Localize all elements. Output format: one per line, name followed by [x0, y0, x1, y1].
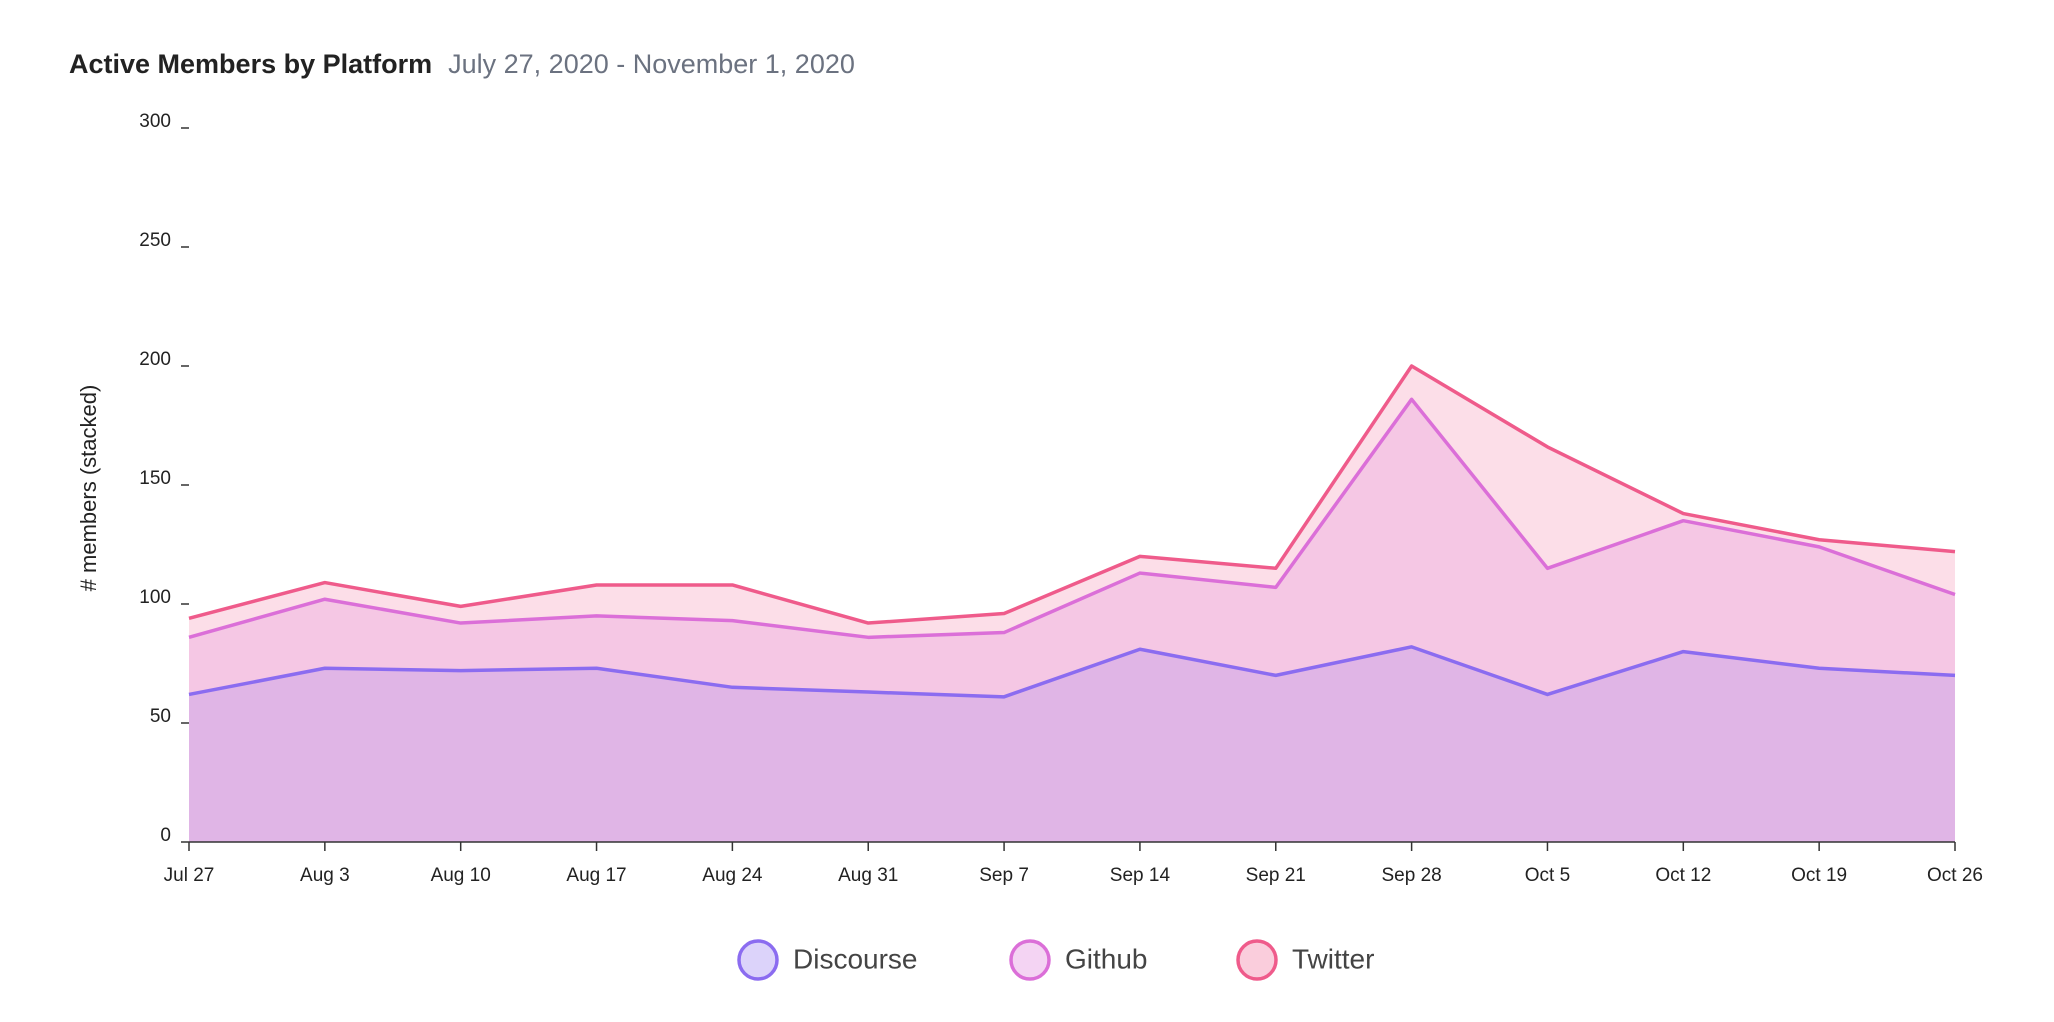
legend-swatch — [1009, 939, 1051, 981]
series-line — [188, 645, 1956, 699]
x-tick-label: Oct 5 — [1525, 865, 1570, 886]
y-tick-label: 50 — [150, 706, 171, 727]
y-tick-label: 200 — [139, 349, 171, 370]
x-tick-label: Sep 14 — [1110, 865, 1171, 886]
area-fill — [189, 646, 1955, 842]
series-line — [188, 397, 1956, 640]
y-axis-label: # members (stacked) — [76, 385, 101, 592]
chart-subtitle: July 27, 2020 - November 1, 2020 — [448, 49, 855, 79]
y-tick-label: 150 — [139, 468, 171, 489]
x-tick-label: Aug 17 — [566, 865, 626, 886]
x-tick-label: Sep 21 — [1246, 865, 1306, 886]
y-tick-label: 100 — [139, 587, 171, 608]
x-tick-label: Aug 24 — [702, 865, 763, 886]
legend-label: Discourse — [793, 943, 917, 974]
chart-title: Active Members by Platform — [69, 49, 432, 79]
x-tick-label: Sep 28 — [1381, 865, 1441, 886]
x-tick-label: Aug 31 — [838, 865, 898, 886]
legend-swatch — [1236, 939, 1278, 981]
y-tick-label: 0 — [160, 825, 171, 846]
x-tick-label: Sep 7 — [979, 865, 1029, 886]
legend-label: Github — [1065, 943, 1148, 974]
x-tick-label: Oct 26 — [1927, 865, 1983, 886]
area-fill — [189, 399, 1955, 842]
x-tick-label: Jul 27 — [164, 865, 215, 886]
legend-swatch — [737, 939, 779, 981]
series-line — [188, 364, 1956, 625]
y-tick-label: 250 — [139, 230, 171, 251]
x-tick-label: Aug 10 — [431, 865, 491, 886]
x-tick-label: Oct 19 — [1791, 865, 1847, 886]
x-tick-label: Oct 12 — [1655, 865, 1711, 886]
y-tick-label: 300 — [139, 111, 171, 132]
x-tick-label: Aug 3 — [300, 865, 350, 886]
legend-label: Twitter — [1292, 943, 1374, 974]
